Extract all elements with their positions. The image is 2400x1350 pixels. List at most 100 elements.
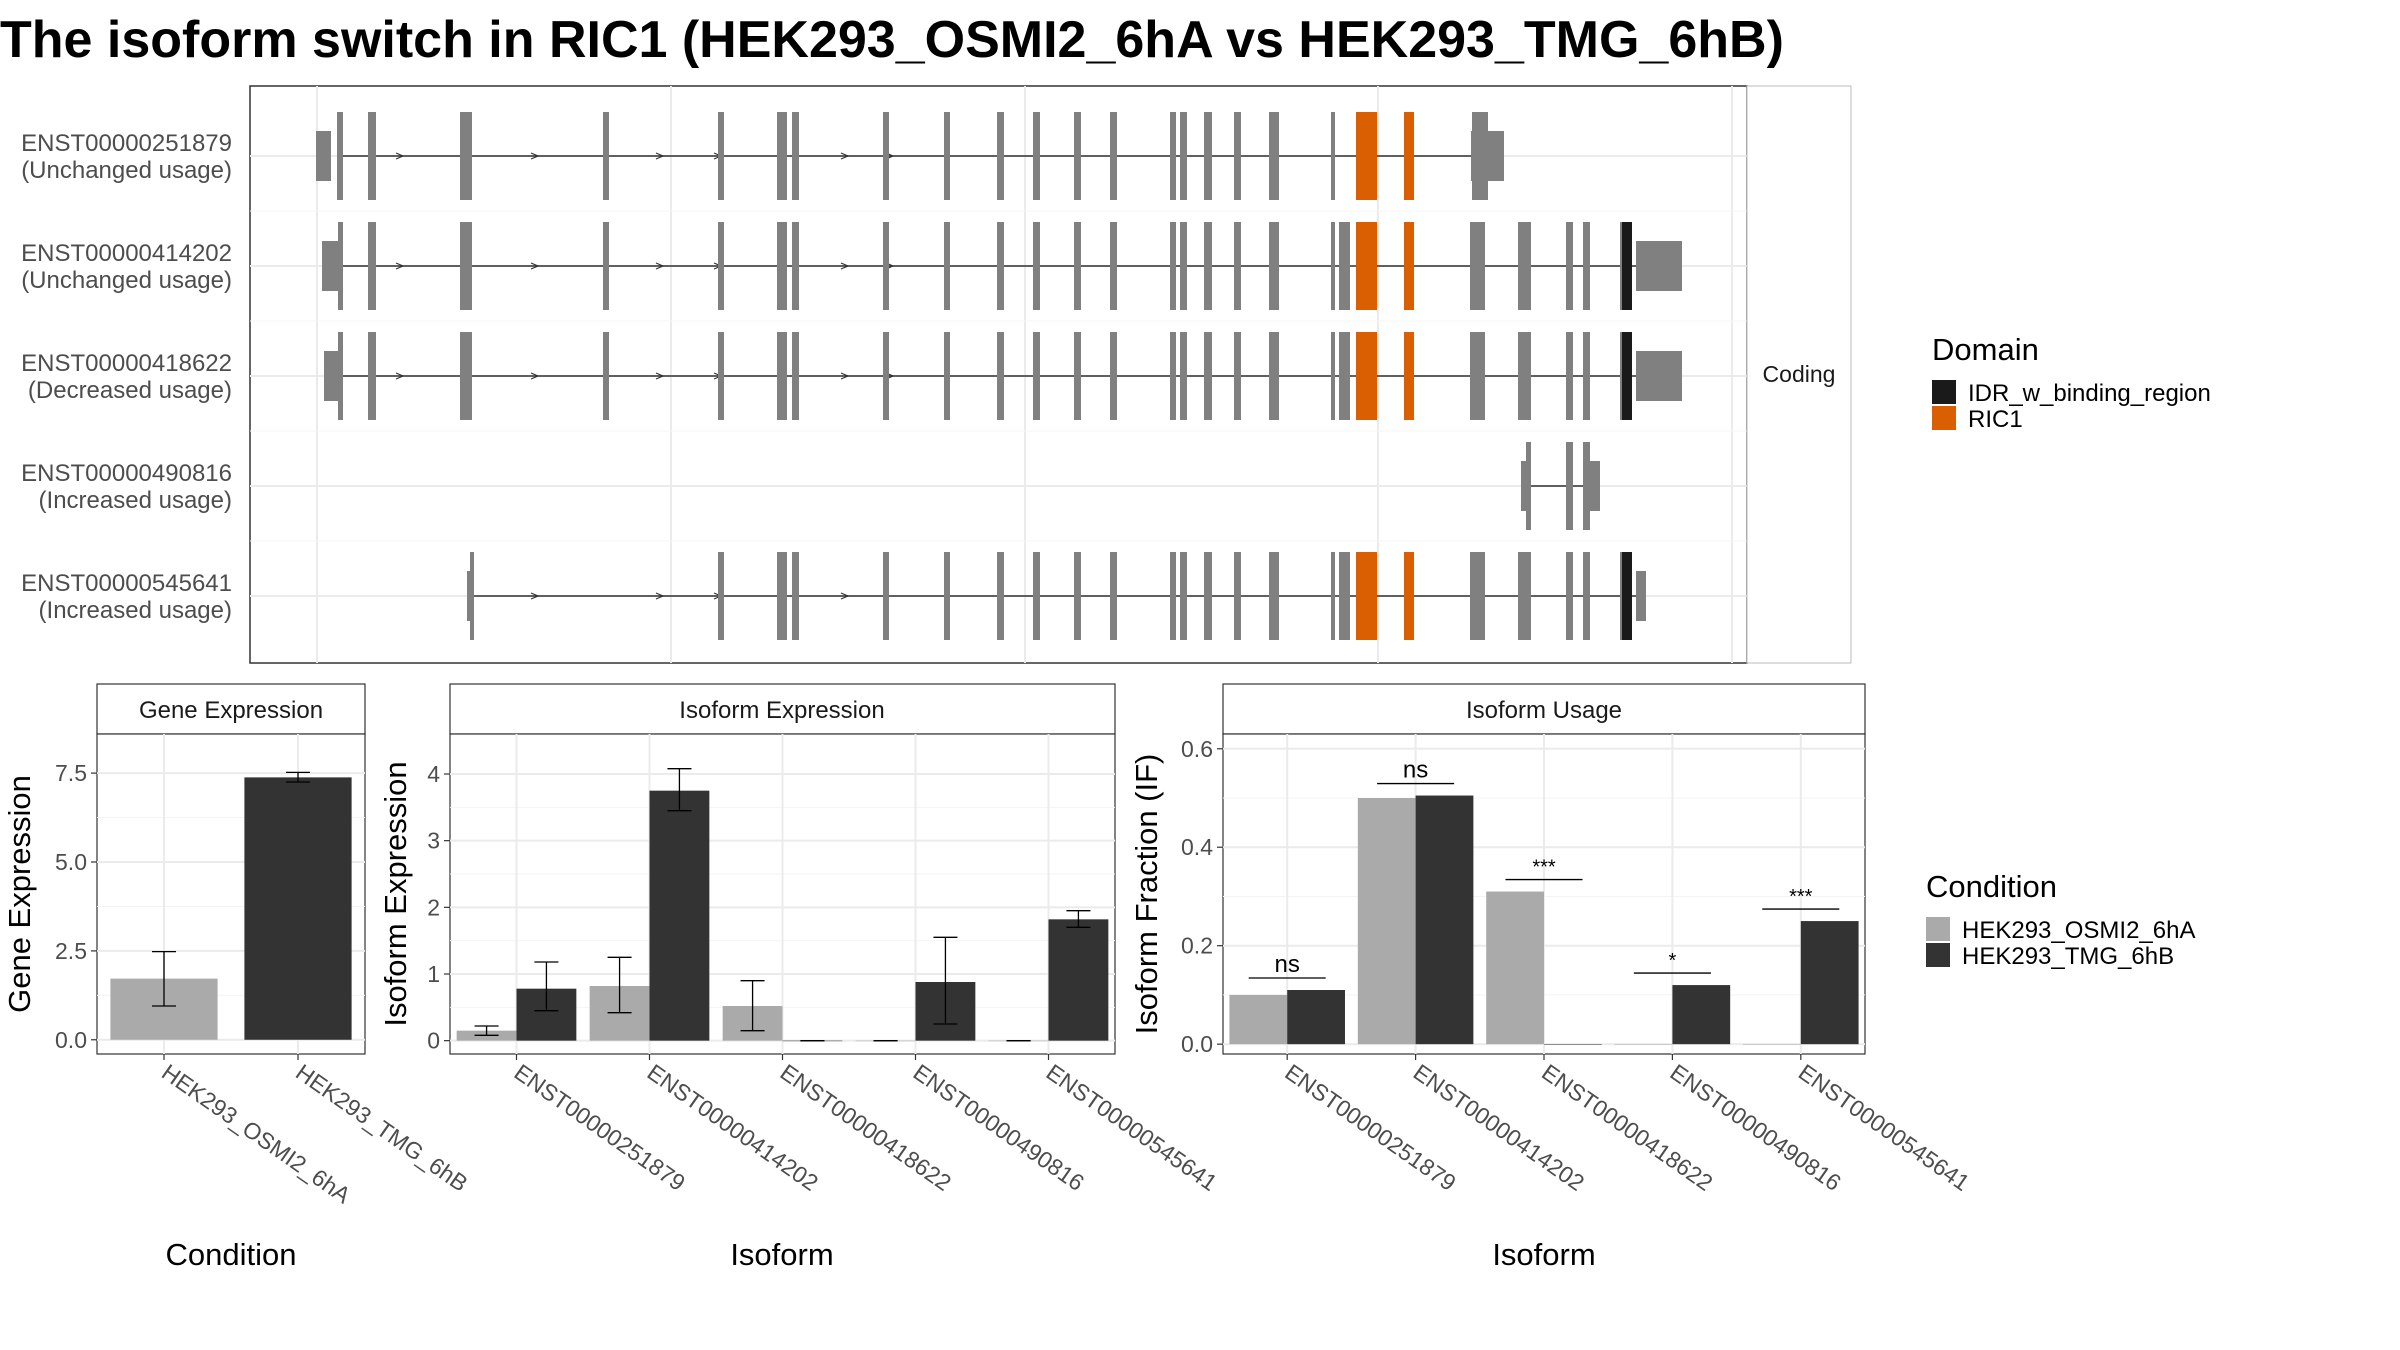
ric1-domain — [1356, 332, 1377, 420]
utr-exon — [322, 241, 338, 291]
isoform-usage-label: (Decreased usage) — [28, 377, 232, 404]
idr-domain — [1622, 332, 1632, 420]
strand-arrow — [840, 152, 850, 160]
isoform-id-label: ENST00000418622 — [21, 350, 232, 377]
chart-strip — [449, 683, 1116, 735]
isoform-track — [1521, 442, 1600, 530]
isoform-label-1: ENST00000414202 (Unchanged usage) — [21, 240, 232, 294]
coding-exon — [883, 552, 889, 640]
coding-exon — [1074, 552, 1081, 640]
bar — [1614, 1044, 1673, 1045]
coding-exon — [368, 222, 376, 310]
idr-domain — [1622, 222, 1632, 310]
strand-arrow — [395, 262, 405, 270]
coding-exon — [338, 222, 343, 310]
y-tick-label: 0.6 — [1181, 736, 1213, 762]
strand-arrow — [840, 372, 850, 380]
coding-exon — [1269, 332, 1279, 420]
significance-label: *** — [1789, 886, 1813, 908]
isoform-usage-label: (Unchanged usage) — [21, 267, 232, 294]
coding-exon — [944, 112, 950, 200]
legend-label-idr: IDR_w_binding_region — [1968, 380, 2211, 407]
coding-exon — [1234, 222, 1241, 310]
bar — [1672, 985, 1731, 1045]
y-tick-label: 2 — [427, 894, 440, 920]
structure-strip-label: Coding — [1763, 361, 1836, 387]
coding-exon — [1470, 552, 1485, 640]
coding-exon — [718, 552, 724, 640]
isoform-usage-chart: Isoform Usage 0.00.20.40.6nsns*******ENS… — [1129, 683, 1974, 1272]
bar — [649, 790, 710, 1041]
coding-exon — [944, 222, 950, 310]
strand-arrow — [840, 592, 850, 600]
coding-exon — [883, 332, 889, 420]
y-tick-label: 0.4 — [1181, 834, 1213, 860]
coding-exon — [1204, 552, 1212, 640]
isoform-id-label: ENST00000490816 — [21, 460, 232, 487]
coding-exon — [1583, 332, 1590, 420]
coding-exon — [718, 332, 724, 420]
coding-exon — [460, 332, 472, 420]
bar — [1048, 919, 1109, 1041]
bar — [1229, 994, 1288, 1045]
coding-exon — [603, 222, 609, 310]
bar — [1287, 990, 1345, 1045]
domain-legend: Domain IDR_w_binding_region RIC1 — [1932, 332, 2211, 433]
y-tick-label: 0.0 — [1181, 1031, 1213, 1057]
legend-key-cond-a — [1926, 917, 1950, 941]
isoform-track — [322, 222, 1682, 310]
isoform-label-0: ENST00000251879 (Unchanged usage) — [21, 130, 232, 184]
y-tick-label: 0.2 — [1181, 933, 1213, 959]
condition-legend-title: Condition — [1926, 869, 2057, 904]
coding-exon — [1110, 552, 1117, 640]
bar — [1357, 798, 1416, 1045]
x-axis-label: Isoform — [730, 1237, 833, 1272]
coding-exon — [1470, 222, 1485, 310]
coding-exon — [1339, 332, 1350, 420]
coding-exon — [1110, 112, 1117, 200]
strand-arrow — [655, 152, 665, 160]
coding-exon — [1074, 222, 1081, 310]
legend-key-idr — [1932, 380, 1956, 404]
coding-exon — [792, 552, 799, 640]
idr-domain — [1622, 552, 1632, 640]
condition-legend: Condition HEK293_OSMI2_6hA HEK293_TMG_6h… — [1926, 869, 2195, 970]
y-axis-label: Isoform Fraction (IF) — [1129, 754, 1164, 1035]
coding-exon — [1566, 442, 1573, 530]
y-axis-label: Gene Expression — [2, 775, 37, 1013]
y-tick-label: 0 — [427, 1028, 440, 1054]
coding-exon — [1331, 222, 1335, 310]
isoform-id-label: ENST00000414202 — [21, 240, 232, 267]
coding-exon — [1170, 552, 1176, 640]
strand-arrow — [655, 372, 665, 380]
utr-exon — [1636, 241, 1682, 291]
coding-exon — [1033, 222, 1040, 310]
coding-exon — [1472, 112, 1488, 200]
domain-legend-title: Domain — [1932, 332, 2039, 367]
coding-exon — [718, 112, 724, 200]
coding-exon — [460, 222, 472, 310]
ric1-domain — [1356, 222, 1377, 310]
isoform-label-3: ENST00000490816 (Increased usage) — [21, 460, 232, 514]
coding-exon — [1583, 552, 1590, 640]
utr-exon — [1636, 351, 1682, 401]
strand-arrow — [655, 592, 665, 600]
utr-exon — [467, 571, 470, 621]
y-tick-label: 7.5 — [55, 760, 87, 786]
strand-arrow — [395, 372, 405, 380]
coding-exon — [1180, 332, 1187, 420]
coding-exon — [997, 222, 1004, 310]
coding-exon — [368, 332, 376, 420]
coding-exon — [777, 222, 787, 310]
utr-exon — [1636, 571, 1646, 621]
legend-key-cond-b — [1926, 943, 1950, 967]
ric1-domain — [1404, 332, 1414, 420]
coding-exon — [1339, 222, 1350, 310]
isoform-label-2: ENST00000418622 (Decreased usage) — [21, 350, 232, 404]
y-tick-label: 4 — [427, 761, 440, 787]
coding-exon — [1331, 332, 1335, 420]
y-tick-label: 0.0 — [55, 1027, 87, 1053]
ric1-domain — [1356, 112, 1377, 200]
isoform-expression-chart: Isoform Expression 01234ENST00000251879E… — [378, 683, 1222, 1272]
bar — [244, 777, 352, 1040]
